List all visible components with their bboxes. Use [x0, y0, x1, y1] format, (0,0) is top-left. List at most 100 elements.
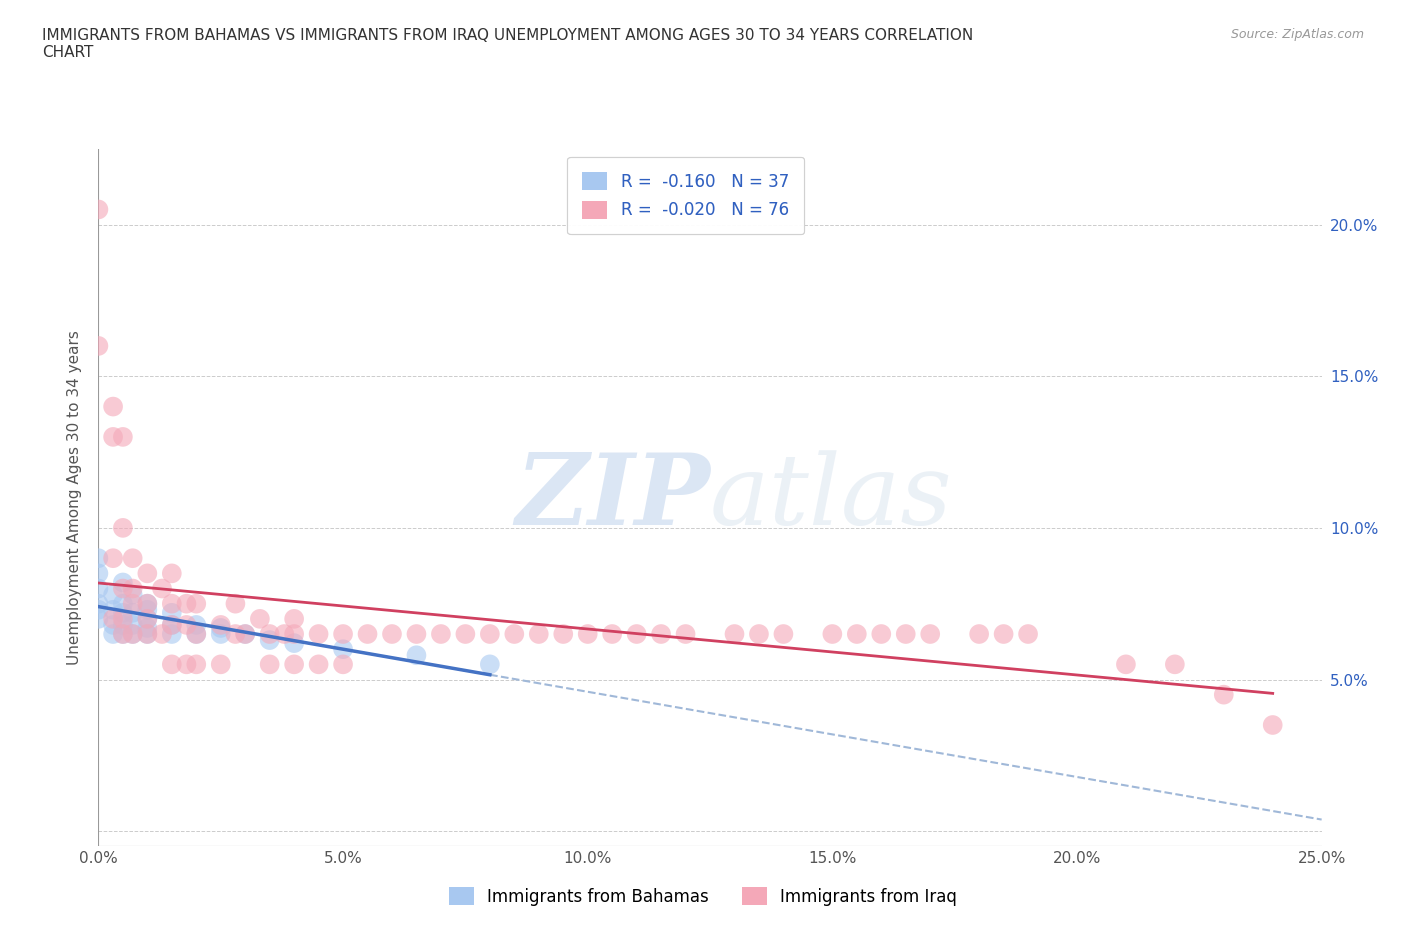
Point — [894, 627, 917, 642]
Legend: R =  -0.160   N = 37, R =  -0.020   N = 76: R = -0.160 N = 37, R = -0.020 N = 76 — [567, 157, 804, 234]
Point — [675, 627, 697, 642]
Point — [1017, 627, 1039, 642]
Point — [121, 605, 143, 620]
Point — [160, 657, 183, 671]
Point — [186, 618, 208, 632]
Point — [176, 618, 198, 632]
Point — [87, 566, 110, 581]
Point — [111, 596, 134, 611]
Point — [150, 581, 173, 596]
Point — [136, 596, 159, 611]
Point — [1212, 687, 1234, 702]
Point — [101, 618, 124, 632]
Point — [723, 627, 745, 642]
Point — [503, 627, 526, 642]
Point — [209, 620, 232, 635]
Point — [150, 627, 173, 642]
Point — [186, 627, 208, 642]
Point — [920, 627, 942, 642]
Point — [527, 627, 550, 642]
Point — [160, 596, 183, 611]
Point — [650, 627, 672, 642]
Point — [186, 596, 208, 611]
Point — [111, 430, 134, 445]
Point — [121, 581, 143, 596]
Point — [87, 202, 110, 217]
Point — [136, 611, 159, 626]
Point — [87, 596, 110, 611]
Point — [1115, 657, 1137, 671]
Point — [478, 657, 501, 671]
Y-axis label: Unemployment Among Ages 30 to 34 years: Unemployment Among Ages 30 to 34 years — [67, 330, 83, 665]
Point — [121, 618, 143, 632]
Point — [308, 627, 330, 642]
Point — [160, 605, 183, 620]
Point — [430, 627, 453, 642]
Point — [209, 618, 232, 632]
Point — [993, 627, 1015, 642]
Point — [748, 627, 770, 642]
Point — [553, 627, 575, 642]
Point — [111, 611, 134, 626]
Point — [772, 627, 794, 642]
Point — [121, 627, 143, 642]
Point — [136, 603, 159, 618]
Point — [136, 627, 159, 642]
Point — [967, 627, 990, 642]
Point — [308, 657, 330, 671]
Point — [87, 551, 110, 565]
Point — [101, 611, 124, 626]
Point — [136, 611, 159, 626]
Point — [478, 627, 501, 642]
Point — [111, 581, 134, 596]
Point — [186, 657, 208, 671]
Point — [121, 587, 143, 602]
Point — [209, 627, 232, 642]
Point — [1261, 718, 1284, 733]
Text: Source: ZipAtlas.com: Source: ZipAtlas.com — [1230, 28, 1364, 41]
Point — [111, 627, 134, 642]
Point — [332, 657, 354, 671]
Point — [233, 627, 256, 642]
Point — [111, 627, 134, 642]
Point — [176, 657, 198, 671]
Point — [160, 566, 183, 581]
Point — [121, 627, 143, 642]
Text: atlas: atlas — [710, 450, 953, 545]
Point — [821, 627, 844, 642]
Point — [87, 611, 110, 626]
Point — [101, 603, 124, 618]
Point — [259, 657, 281, 671]
Point — [626, 627, 648, 642]
Point — [870, 627, 893, 642]
Point — [101, 399, 124, 414]
Point — [136, 596, 159, 611]
Legend: Immigrants from Bahamas, Immigrants from Iraq: Immigrants from Bahamas, Immigrants from… — [441, 881, 965, 912]
Point — [136, 566, 159, 581]
Point — [87, 339, 110, 353]
Point — [160, 627, 183, 642]
Point — [576, 627, 599, 642]
Point — [356, 627, 378, 642]
Point — [101, 587, 124, 602]
Point — [1164, 657, 1187, 671]
Point — [87, 603, 110, 618]
Point — [160, 618, 183, 632]
Point — [233, 627, 256, 642]
Point — [405, 627, 427, 642]
Point — [283, 627, 305, 642]
Point — [381, 627, 404, 642]
Point — [454, 627, 477, 642]
Point — [101, 430, 124, 445]
Point — [101, 551, 124, 565]
Point — [845, 627, 868, 642]
Point — [405, 648, 427, 663]
Point — [332, 627, 354, 642]
Point — [111, 521, 134, 536]
Point — [249, 611, 271, 626]
Text: IMMIGRANTS FROM BAHAMAS VS IMMIGRANTS FROM IRAQ UNEMPLOYMENT AMONG AGES 30 TO 34: IMMIGRANTS FROM BAHAMAS VS IMMIGRANTS FR… — [42, 28, 973, 60]
Point — [283, 657, 305, 671]
Point — [283, 611, 305, 626]
Point — [273, 627, 295, 642]
Point — [176, 596, 198, 611]
